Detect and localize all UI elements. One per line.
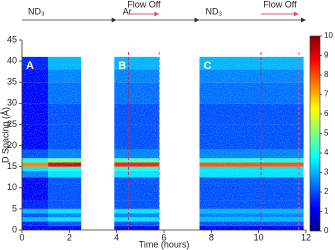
flow-off-label: Flow Off (127, 0, 161, 9)
panel-label: C (204, 60, 212, 72)
colorbar-tick-label: 2 (324, 187, 329, 196)
y-tick-label: 30 (7, 98, 17, 108)
y-tick-label: 20 (7, 140, 17, 150)
phase-label: ND₃ (206, 6, 223, 16)
colorbar-tick-label: 5 (324, 129, 329, 138)
y-tick-label: 25 (7, 119, 17, 129)
y-axis-label: D Spacing (Å) (0, 107, 10, 163)
colorbar-tick-label: 0 (324, 226, 329, 235)
colorbar-tick-label: 1 (324, 207, 329, 216)
y-tick-label: 5 (12, 203, 17, 213)
x-tick-label: 4 (114, 232, 119, 242)
x-tick-label: 12 (301, 232, 311, 242)
x-axis-label: Time (hours) (139, 239, 190, 249)
arrow-head (301, 17, 306, 23)
x-tick-label: 0 (19, 232, 24, 242)
panel-label: B (118, 60, 126, 72)
colorbar-tick-label: 7 (324, 90, 329, 99)
arrow-head (154, 11, 160, 17)
x-tick-label: 2 (67, 232, 72, 242)
texture (22, 56, 49, 231)
colorbar (309, 35, 321, 232)
phase-label: Ar (123, 6, 132, 16)
colorbar-tick-label: 9 (324, 51, 329, 60)
colorbar-tick-label: 8 (324, 70, 329, 79)
arrow-head (194, 17, 200, 23)
y-tick-label: 35 (7, 77, 17, 87)
arrow-head (293, 11, 299, 17)
panel-label: A (26, 60, 34, 72)
y-tick-label: 40 (7, 55, 17, 65)
phase-label: ND₃ (28, 6, 45, 16)
x-tick-label: 6 (161, 232, 166, 242)
texture (199, 56, 304, 231)
y-tick-label: 45 (7, 34, 17, 44)
colorbar-tick-label: 4 (324, 148, 329, 157)
y-tick-label: 10 (7, 182, 17, 192)
flow-off-label: Flow Off (263, 0, 297, 9)
texture (48, 56, 82, 231)
x-tick-label: 8 (209, 232, 214, 242)
colorbar-tick-label: 3 (324, 168, 329, 177)
y-tick-label: 15 (7, 161, 17, 171)
x-tick-label: 10 (254, 232, 264, 242)
colorbar-tick-label: 10 (324, 31, 333, 40)
texture (114, 56, 160, 231)
y-tick-label: 0 (12, 224, 17, 234)
arrow-head (111, 17, 117, 23)
colorbar-tick-label: 6 (324, 109, 329, 118)
